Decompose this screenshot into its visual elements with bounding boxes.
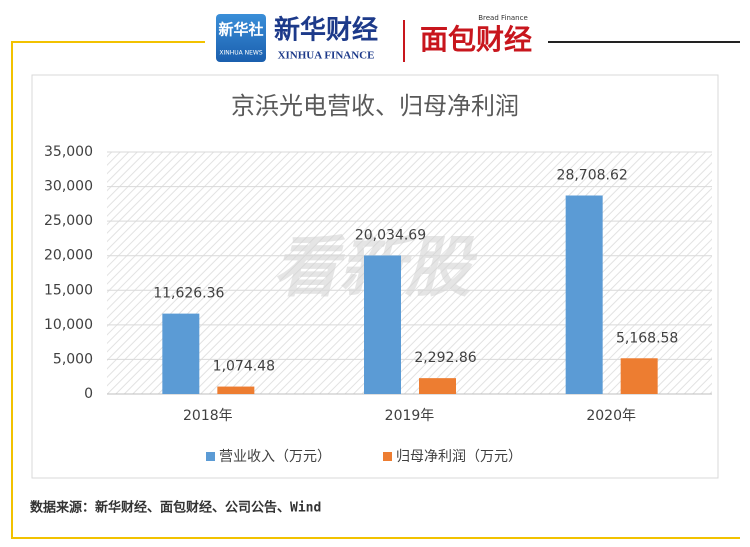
brand-en: XINHUA FINANCE xyxy=(278,50,375,62)
bar xyxy=(217,386,255,394)
y-tick-label: 35,000 xyxy=(44,144,93,160)
chart-title: 京浜光电营收、归母净利润 xyxy=(231,92,519,120)
source-note: 数据来源：新华财经、面包财经、公司公告、Wind xyxy=(30,500,321,516)
y-tick-label: 30,000 xyxy=(44,179,93,195)
frame xyxy=(11,41,740,539)
legend-label: 营业收入（万元） xyxy=(219,449,331,465)
x-tick-label: 2018年 xyxy=(183,408,233,424)
bar xyxy=(620,358,658,394)
brand: 新华财经 xyxy=(274,15,378,46)
plot: 0 5,000 10,000 15,000 20,000 25,000 30,000 35,0… xyxy=(44,144,712,465)
legend-swatch xyxy=(383,452,392,461)
x-tick-label: 2019年 xyxy=(385,408,435,424)
legend-label: 归母净利润（万元） xyxy=(396,448,522,465)
data-label: 5,168.58 xyxy=(616,330,678,346)
bar xyxy=(162,313,200,394)
partner-en: Bread Finance xyxy=(478,14,528,22)
legend-swatch xyxy=(206,452,215,461)
logo xyxy=(216,14,266,62)
y-tick-label: 10,000 xyxy=(44,317,93,333)
data-label: 20,034.69 xyxy=(355,227,426,243)
y-tick-label: 15,000 xyxy=(44,282,93,298)
y-tick-label: 5,000 xyxy=(53,351,93,367)
bar xyxy=(419,378,456,394)
x-tick-label: 2020年 xyxy=(586,408,636,424)
data-label: 28,708.62 xyxy=(557,168,628,184)
logo-text: 新华社 xyxy=(218,21,263,39)
bar xyxy=(565,195,603,394)
partner: 面包财经 xyxy=(420,23,532,56)
y-tick-label: 20,000 xyxy=(44,248,93,264)
data-label: 2,292.86 xyxy=(414,350,476,366)
data-label: 11,626.36 xyxy=(153,286,224,302)
plot-area xyxy=(107,152,712,394)
bar xyxy=(364,255,401,394)
y-tick-label: 25,000 xyxy=(44,213,93,229)
data-label: 1,074.48 xyxy=(213,359,275,375)
logo-subtext: XINHUA NEWS xyxy=(219,50,262,57)
y-tick-label: 0 xyxy=(84,386,93,402)
